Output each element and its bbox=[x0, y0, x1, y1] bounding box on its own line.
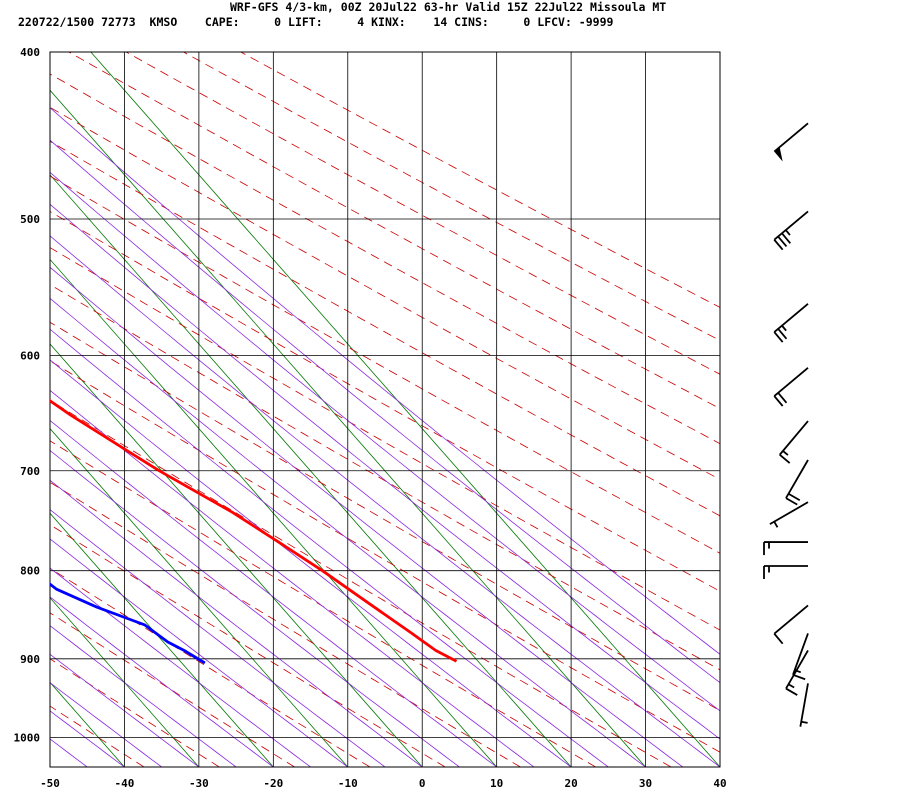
dry-adiabat-line bbox=[50, 399, 672, 767]
skewed-isotherm-line bbox=[50, 343, 423, 767]
pressure-tick-label: 1000 bbox=[14, 732, 41, 745]
chart-title: WRF-GFS 4/3-km, 00Z 20Jul22 63-hr Valid … bbox=[230, 0, 667, 14]
moist-adiabat-line bbox=[50, 235, 720, 767]
dry-adiabat-line bbox=[50, 247, 720, 631]
skewed-isotherm-line bbox=[50, 89, 646, 767]
moist-adiabat-line bbox=[50, 171, 720, 712]
wind-barb bbox=[785, 459, 809, 506]
moist-adiabat-line bbox=[50, 297, 646, 767]
skewed-isotherm-line bbox=[50, 174, 572, 767]
wind-barb bbox=[773, 303, 809, 343]
temperature-tick-label: 30 bbox=[639, 777, 652, 790]
wind-barb bbox=[773, 604, 809, 645]
moist-adiabat-line bbox=[50, 509, 386, 767]
dry-adiabat-line bbox=[50, 140, 720, 517]
moist-adiabat-line bbox=[50, 419, 497, 767]
moist-adiabat-line bbox=[50, 596, 274, 767]
skewed-isotherm-line bbox=[50, 512, 274, 767]
temperature-profile-line bbox=[50, 399, 458, 663]
wind-barb bbox=[799, 683, 809, 727]
moist-adiabat-line bbox=[50, 449, 460, 767]
plot-background-lines bbox=[0, 52, 720, 767]
moist-adiabat-line bbox=[0, 52, 13, 767]
dry-adiabat-line bbox=[50, 321, 720, 712]
moist-adiabat-line bbox=[50, 682, 162, 767]
dry-adiabat-line bbox=[240, 52, 720, 308]
temperature-tick-label: -50 bbox=[40, 777, 60, 790]
moist-adiabat-line bbox=[50, 567, 311, 767]
dry-adiabat-line bbox=[50, 612, 295, 767]
dry-adiabat-line bbox=[50, 567, 371, 767]
dry-adiabat-line bbox=[183, 52, 720, 341]
dry-adiabat-line bbox=[50, 106, 720, 480]
wind-barb bbox=[785, 650, 809, 696]
temperature-tick-label: -40 bbox=[115, 777, 135, 790]
skewed-isotherm-line bbox=[50, 258, 497, 767]
grid-lines bbox=[49, 51, 721, 767]
pressure-tick-label: 500 bbox=[20, 213, 40, 226]
wind-barb bbox=[779, 420, 809, 464]
dry-adiabat-line bbox=[50, 481, 521, 767]
wind-barb bbox=[769, 501, 809, 528]
skewed-isotherm-line bbox=[50, 597, 200, 767]
moist-adiabat-line bbox=[50, 653, 200, 767]
dry-adiabat-line bbox=[50, 73, 720, 445]
pressure-tick-label: 800 bbox=[20, 565, 40, 578]
dewpoint-profile-line bbox=[50, 582, 206, 665]
moist-adiabat-line bbox=[50, 266, 684, 767]
dry-adiabat-line bbox=[50, 524, 446, 767]
moist-adiabat-line bbox=[50, 625, 237, 767]
dry-adiabat-line bbox=[50, 440, 596, 767]
temperature-tick-label: 10 bbox=[490, 777, 503, 790]
pressure-tick-label: 900 bbox=[20, 653, 40, 666]
wind-barb bbox=[763, 541, 808, 556]
moist-adiabat-line bbox=[50, 538, 349, 767]
temperature-tick-label: 0 bbox=[419, 777, 426, 790]
dry-adiabat-line bbox=[126, 52, 720, 375]
dry-adiabat-line bbox=[50, 175, 720, 554]
axis-labels: -50 -40 -30 -20 -10 0 10 20 30 40 400 500 600 700 800 9… bbox=[14, 46, 727, 790]
pressure-tick-label: 700 bbox=[20, 465, 40, 478]
moist-adiabat-line bbox=[50, 107, 720, 655]
moist-adiabat-line bbox=[50, 389, 535, 767]
wind-barb bbox=[773, 367, 809, 407]
temperature-tick-label: -10 bbox=[338, 777, 358, 790]
temperature-tick-label: 40 bbox=[713, 777, 726, 790]
wind-barb bbox=[763, 565, 808, 579]
dry-adiabat-line bbox=[50, 284, 720, 671]
moist-adiabat-line bbox=[50, 359, 572, 767]
pressure-tick-label: 600 bbox=[20, 349, 40, 362]
plot-frame bbox=[49, 51, 721, 768]
skewed-isotherm-line bbox=[50, 428, 349, 767]
dry-adiabat-line bbox=[50, 211, 720, 592]
temperature-tick-label: -20 bbox=[263, 777, 283, 790]
temperature-tick-label: -30 bbox=[189, 777, 209, 790]
sounding-series bbox=[50, 399, 458, 665]
moist-adiabat-line bbox=[50, 479, 423, 767]
temperature-tick-label: 20 bbox=[564, 777, 577, 790]
wind-barbs bbox=[763, 122, 809, 727]
wind-barb bbox=[773, 122, 809, 162]
pressure-tick-label: 400 bbox=[20, 46, 40, 59]
wind-barb bbox=[773, 210, 809, 251]
moist-adiabat-line bbox=[50, 328, 609, 767]
moist-adiabat-line bbox=[50, 139, 720, 684]
moist-adiabat-line bbox=[50, 203, 720, 740]
sounding-stats-line: 220722/1500 72773 KMSO CAPE: 0 LIFT: 4 K… bbox=[18, 15, 614, 29]
skewed-isotherm-line bbox=[90, 52, 720, 767]
dry-adiabat-line bbox=[50, 360, 720, 753]
